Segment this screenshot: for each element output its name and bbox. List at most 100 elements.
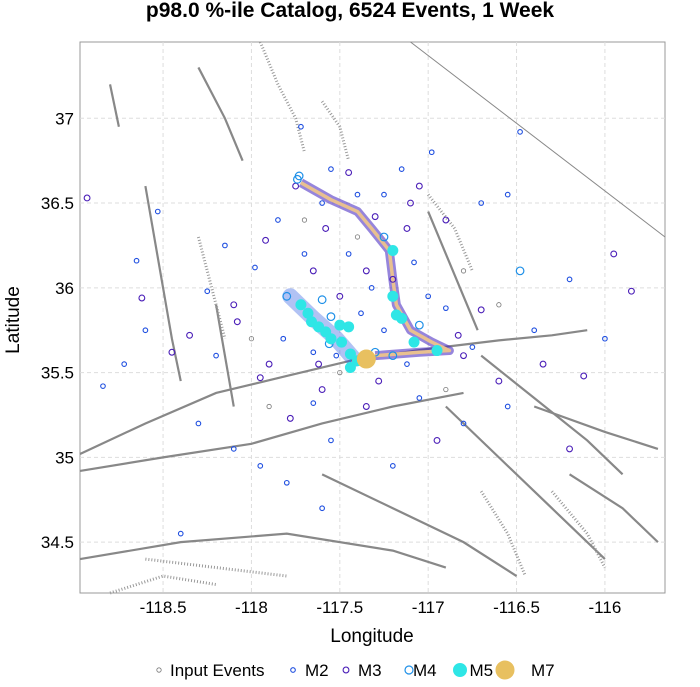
boundary-line (410, 41, 666, 238)
point-m3 (495, 377, 503, 385)
point-m2 (566, 276, 573, 283)
point-m2 (195, 420, 202, 427)
point-m2 (504, 191, 511, 198)
point-m3 (345, 169, 353, 176)
point-m3 (539, 360, 547, 368)
point-m2 (310, 400, 317, 406)
legend-marker (342, 666, 350, 674)
point-m2 (404, 361, 410, 367)
x-tick-label: -117.5 (316, 598, 363, 617)
point-m2 (389, 462, 396, 469)
fault-line (480, 354, 624, 476)
point-m2 (121, 361, 128, 367)
point-m3 (336, 292, 344, 300)
point-input-events (337, 369, 343, 376)
point-m2 (154, 208, 161, 215)
fault-line (108, 84, 120, 127)
point-m2 (328, 437, 334, 444)
fault-line-dotted (320, 100, 351, 162)
legend-label: M7 (531, 661, 555, 680)
point-m2 (252, 264, 258, 271)
fault-line (321, 473, 518, 577)
point-m5 (387, 245, 399, 257)
point-m3 (415, 182, 423, 190)
event-points (83, 123, 635, 537)
point-m5 (387, 290, 399, 302)
point-m3 (318, 386, 326, 394)
point-m3 (230, 301, 238, 309)
point-m4 (379, 232, 389, 242)
point-m2 (298, 123, 304, 130)
point-m2 (213, 352, 219, 359)
point-m2 (275, 217, 281, 223)
legend-label: Input Events (170, 661, 265, 680)
point-m3 (256, 374, 264, 382)
point-m2 (280, 335, 287, 342)
point-m3 (407, 199, 414, 207)
point-m4 (317, 295, 327, 305)
point-input-events (460, 268, 467, 274)
fault-line (79, 391, 464, 473)
point-m4 (282, 291, 292, 301)
y-tick-label: 34.5 (41, 533, 74, 552)
fault-line-dotted (550, 490, 607, 569)
fault-line (427, 211, 479, 331)
point-m3 (403, 225, 411, 232)
y-tick-label: 36 (55, 279, 74, 298)
point-m3 (580, 372, 588, 380)
point-m3 (454, 331, 462, 339)
point-m5 (334, 319, 346, 331)
point-m3 (627, 287, 635, 295)
point-m2 (222, 242, 228, 249)
point-m3 (610, 250, 618, 258)
point-m5 (336, 336, 348, 348)
point-m2 (230, 446, 237, 452)
point-m2 (504, 403, 511, 410)
point-m3 (83, 194, 91, 202)
y-axis-label: Latitude (3, 286, 24, 354)
point-m2 (428, 149, 435, 156)
point-m2 (368, 284, 375, 291)
legend-label: M3 (358, 661, 382, 680)
point-input-events (248, 336, 255, 342)
point-m3 (375, 377, 383, 385)
point-input-events (301, 217, 308, 223)
y-tick-labels: 34.5 35 35.5 36 36.5 37 (41, 109, 74, 552)
grid (80, 42, 665, 593)
point-input-events (354, 234, 361, 240)
point-m2 (416, 395, 423, 401)
point-m4 (414, 320, 424, 330)
point-m3 (371, 213, 379, 221)
point-m2 (345, 251, 352, 257)
fault-line (197, 66, 244, 162)
x-tick-labels: -118.5 -118 -117.5 -117 -116.5 -116 (140, 598, 622, 617)
point-m2 (257, 462, 264, 469)
point-m3 (138, 294, 146, 302)
point-m3 (433, 436, 441, 444)
point-input-events (496, 302, 502, 308)
legend-marker (290, 667, 296, 673)
point-m3 (233, 318, 241, 326)
legend-label: M5 (470, 661, 494, 680)
point-m3 (168, 348, 176, 356)
point-m2 (358, 310, 364, 317)
legend-label: M4 (413, 661, 437, 680)
point-m2 (602, 335, 608, 342)
point-m3 (186, 331, 194, 339)
fault-line-dotted (196, 236, 227, 340)
point-m3 (389, 275, 397, 283)
point-m2 (301, 251, 308, 257)
point-m2 (398, 166, 405, 173)
legend-marker (495, 660, 515, 680)
legend-marker (156, 667, 162, 673)
point-m4 (292, 174, 302, 184)
point-m2 (478, 200, 485, 206)
point-m2 (425, 293, 432, 300)
point-m3 (309, 267, 317, 275)
point-input-events (266, 403, 272, 410)
point-input-events (443, 386, 449, 393)
point-m5 (344, 348, 356, 360)
point-m3 (460, 352, 467, 360)
fault-line (445, 405, 606, 560)
